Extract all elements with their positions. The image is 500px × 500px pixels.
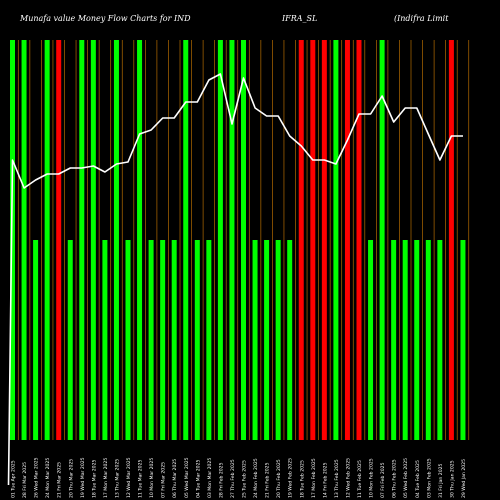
bar — [56, 40, 62, 440]
x-tick-label: 13 Thu Feb 2025 — [334, 459, 340, 498]
x-tick-label: 01 Tue Apr 2025 — [11, 460, 17, 498]
x-tick-label: 28 Fri Mar 2025 — [22, 462, 28, 498]
chart-title-left: Munafa value Money Flow Charts for IND — [20, 14, 191, 23]
bar — [368, 240, 374, 440]
bar — [414, 240, 420, 440]
x-tick-label: 30 Thu Jan 2025 — [449, 460, 455, 498]
chart-title-right: (Indifra Limit — [394, 14, 449, 23]
bar — [125, 240, 131, 440]
x-tick-label: 26 Wed Mar 2025 — [34, 457, 40, 498]
bar — [206, 240, 212, 440]
bar — [321, 40, 327, 440]
x-tick-label: 11 Tue Mar 2025 — [138, 459, 144, 498]
bar — [287, 240, 293, 440]
x-tick-label: 21 Fri Feb 2025 — [265, 462, 271, 498]
bar — [252, 240, 258, 440]
bar — [379, 40, 385, 440]
x-tick-label: 03 Mon Mar 2025 — [207, 458, 213, 498]
bar — [333, 40, 339, 440]
x-tick-label: 31 Fri Jan 2025 — [438, 463, 444, 498]
bar — [137, 40, 143, 440]
x-tick-label: 07 Fri Feb 2025 — [380, 462, 386, 498]
x-tick-label: 24 Mon Feb 2025 — [253, 458, 259, 498]
x-tick-label: 06 Thu Feb 2025 — [392, 459, 398, 498]
bar — [298, 40, 304, 440]
bar — [448, 40, 454, 440]
bar — [460, 240, 466, 440]
x-tick-label: 20 Thu Mar 2025 — [68, 459, 74, 498]
x-tick-label: 06 Thu Mar 2025 — [172, 459, 178, 498]
bar — [402, 240, 408, 440]
bar — [67, 240, 73, 440]
x-tick-label: 12 Wed Feb 2025 — [345, 458, 351, 498]
x-tick-label: 29 Wed Jan 2025 — [461, 459, 467, 498]
bar — [344, 40, 350, 440]
bar — [90, 40, 96, 440]
bar — [102, 240, 108, 440]
bar — [194, 240, 200, 440]
bar — [241, 40, 246, 440]
bar — [229, 40, 235, 440]
x-tick-label: 25 Tue Feb 2025 — [242, 460, 248, 498]
x-tick-label: 14 Fri Feb 2025 — [322, 462, 328, 498]
x-tick-label: 20 Thu Feb 2025 — [276, 459, 282, 498]
x-tick-label: 11 Tue Feb 2025 — [357, 460, 363, 498]
x-tick-label: 12 Wed Mar 2025 — [126, 457, 132, 498]
x-tick-label: 18 Tue Mar 2025 — [91, 459, 97, 498]
bar — [391, 240, 397, 440]
bar — [264, 240, 270, 440]
bar — [21, 40, 27, 440]
bar — [437, 240, 443, 440]
bar — [275, 240, 281, 440]
x-tick-label: 07 Fri Mar 2025 — [161, 462, 167, 498]
x-tick-label: 21 Fri Mar 2025 — [57, 462, 63, 498]
x-tick-label: 04 Tue Feb 2025 — [415, 460, 421, 498]
x-tick-label: 19 Wed Feb 2025 — [288, 458, 294, 498]
x-tick-label: 03 Mon Feb 2025 — [426, 458, 432, 498]
x-tick-label: 19 Wed Mar 2025 — [80, 457, 86, 498]
bar — [33, 240, 39, 440]
x-tick-label: 04 Tue Mar 2025 — [195, 459, 201, 498]
x-tick-label: 13 Thu Mar 2025 — [114, 459, 120, 498]
x-tick-label: 17 Mon Feb 2025 — [311, 458, 317, 498]
bar — [425, 240, 431, 440]
bar — [148, 240, 154, 440]
x-tick-label: 28 Fri Feb 2025 — [218, 462, 224, 498]
x-tick-label: 05 Wed Mar 2025 — [184, 457, 190, 498]
x-tick-label: 18 Tue Feb 2025 — [299, 460, 305, 498]
bar — [10, 40, 15, 440]
bar — [44, 40, 50, 440]
bar — [310, 40, 316, 440]
money-flow-line — [7, 73, 463, 486]
bar — [79, 40, 85, 440]
chart-title-symbol: IFRA_SL — [282, 14, 318, 23]
x-tick-label: 05 Wed Feb 2025 — [403, 458, 409, 498]
x-tick-label: 27 Thu Feb 2025 — [230, 459, 236, 498]
bar — [171, 240, 177, 440]
bar — [356, 40, 362, 440]
bar — [113, 40, 119, 440]
bar — [217, 40, 223, 440]
bar — [160, 240, 166, 440]
x-tick-label: 10 Mon Mar 2025 — [149, 458, 155, 498]
x-tick-label: 17 Mon Mar 2025 — [103, 458, 109, 498]
x-tick-label: 24 Mon Mar 2025 — [45, 458, 51, 498]
x-tick-label: 10 Mon Feb 2025 — [369, 458, 375, 498]
bar — [183, 40, 189, 440]
